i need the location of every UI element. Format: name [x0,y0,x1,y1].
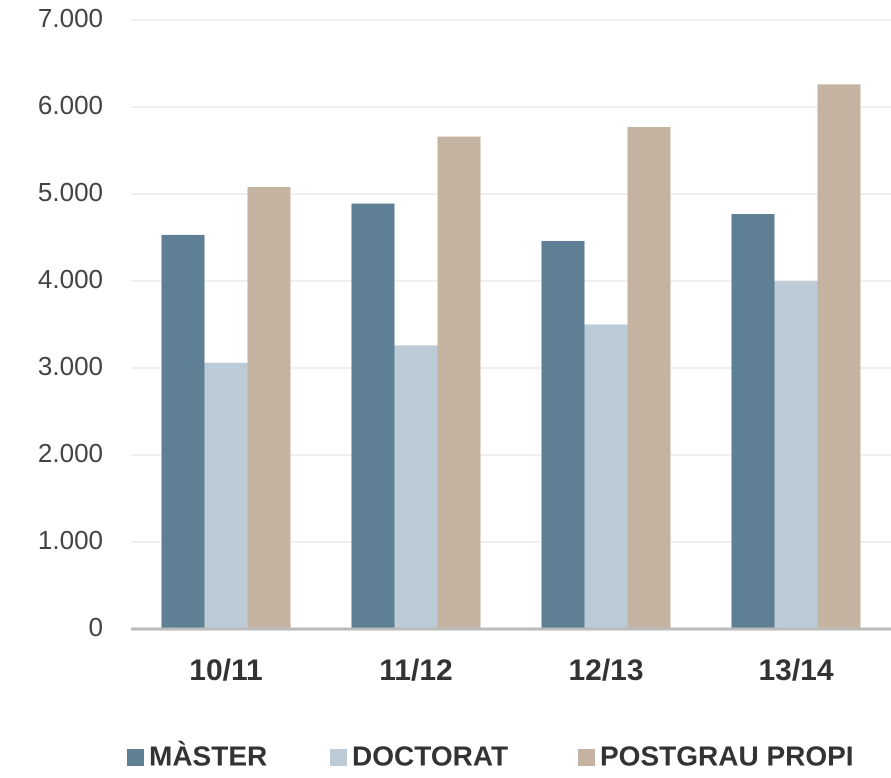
y-tick-label: 5.000 [38,177,103,207]
bar [627,127,671,629]
legend-swatch [127,749,144,766]
bar [437,136,481,629]
y-tick-label: 0 [89,612,103,642]
x-tick-label: 12/13 [568,654,643,687]
x-tick-label: 10/11 [189,654,262,687]
y-tick-label: 1.000 [38,525,103,555]
legend-swatch [330,749,347,766]
y-tick-label: 3.000 [38,351,103,381]
bar [161,234,205,629]
legend-label: DOCTORAT [352,740,508,771]
bar [247,187,291,630]
bar [394,345,438,629]
y-tick-label: 7.000 [38,3,103,33]
bar [204,362,248,629]
bar [731,214,775,629]
y-tick-label: 2.000 [38,438,103,468]
bar [351,203,395,629]
bar [817,84,861,629]
x-tick-label: 11/12 [379,654,452,687]
y-tick-label: 6.000 [38,90,103,120]
x-tick-label: 13/14 [758,654,833,687]
bar [584,324,628,629]
legend-label: MÀSTER [149,740,267,771]
y-tick-label: 4.000 [38,264,103,294]
legend-label: POSTGRAU PROPI [600,740,854,771]
legend-swatch [578,749,595,766]
bar [541,240,585,630]
bar [774,281,818,629]
